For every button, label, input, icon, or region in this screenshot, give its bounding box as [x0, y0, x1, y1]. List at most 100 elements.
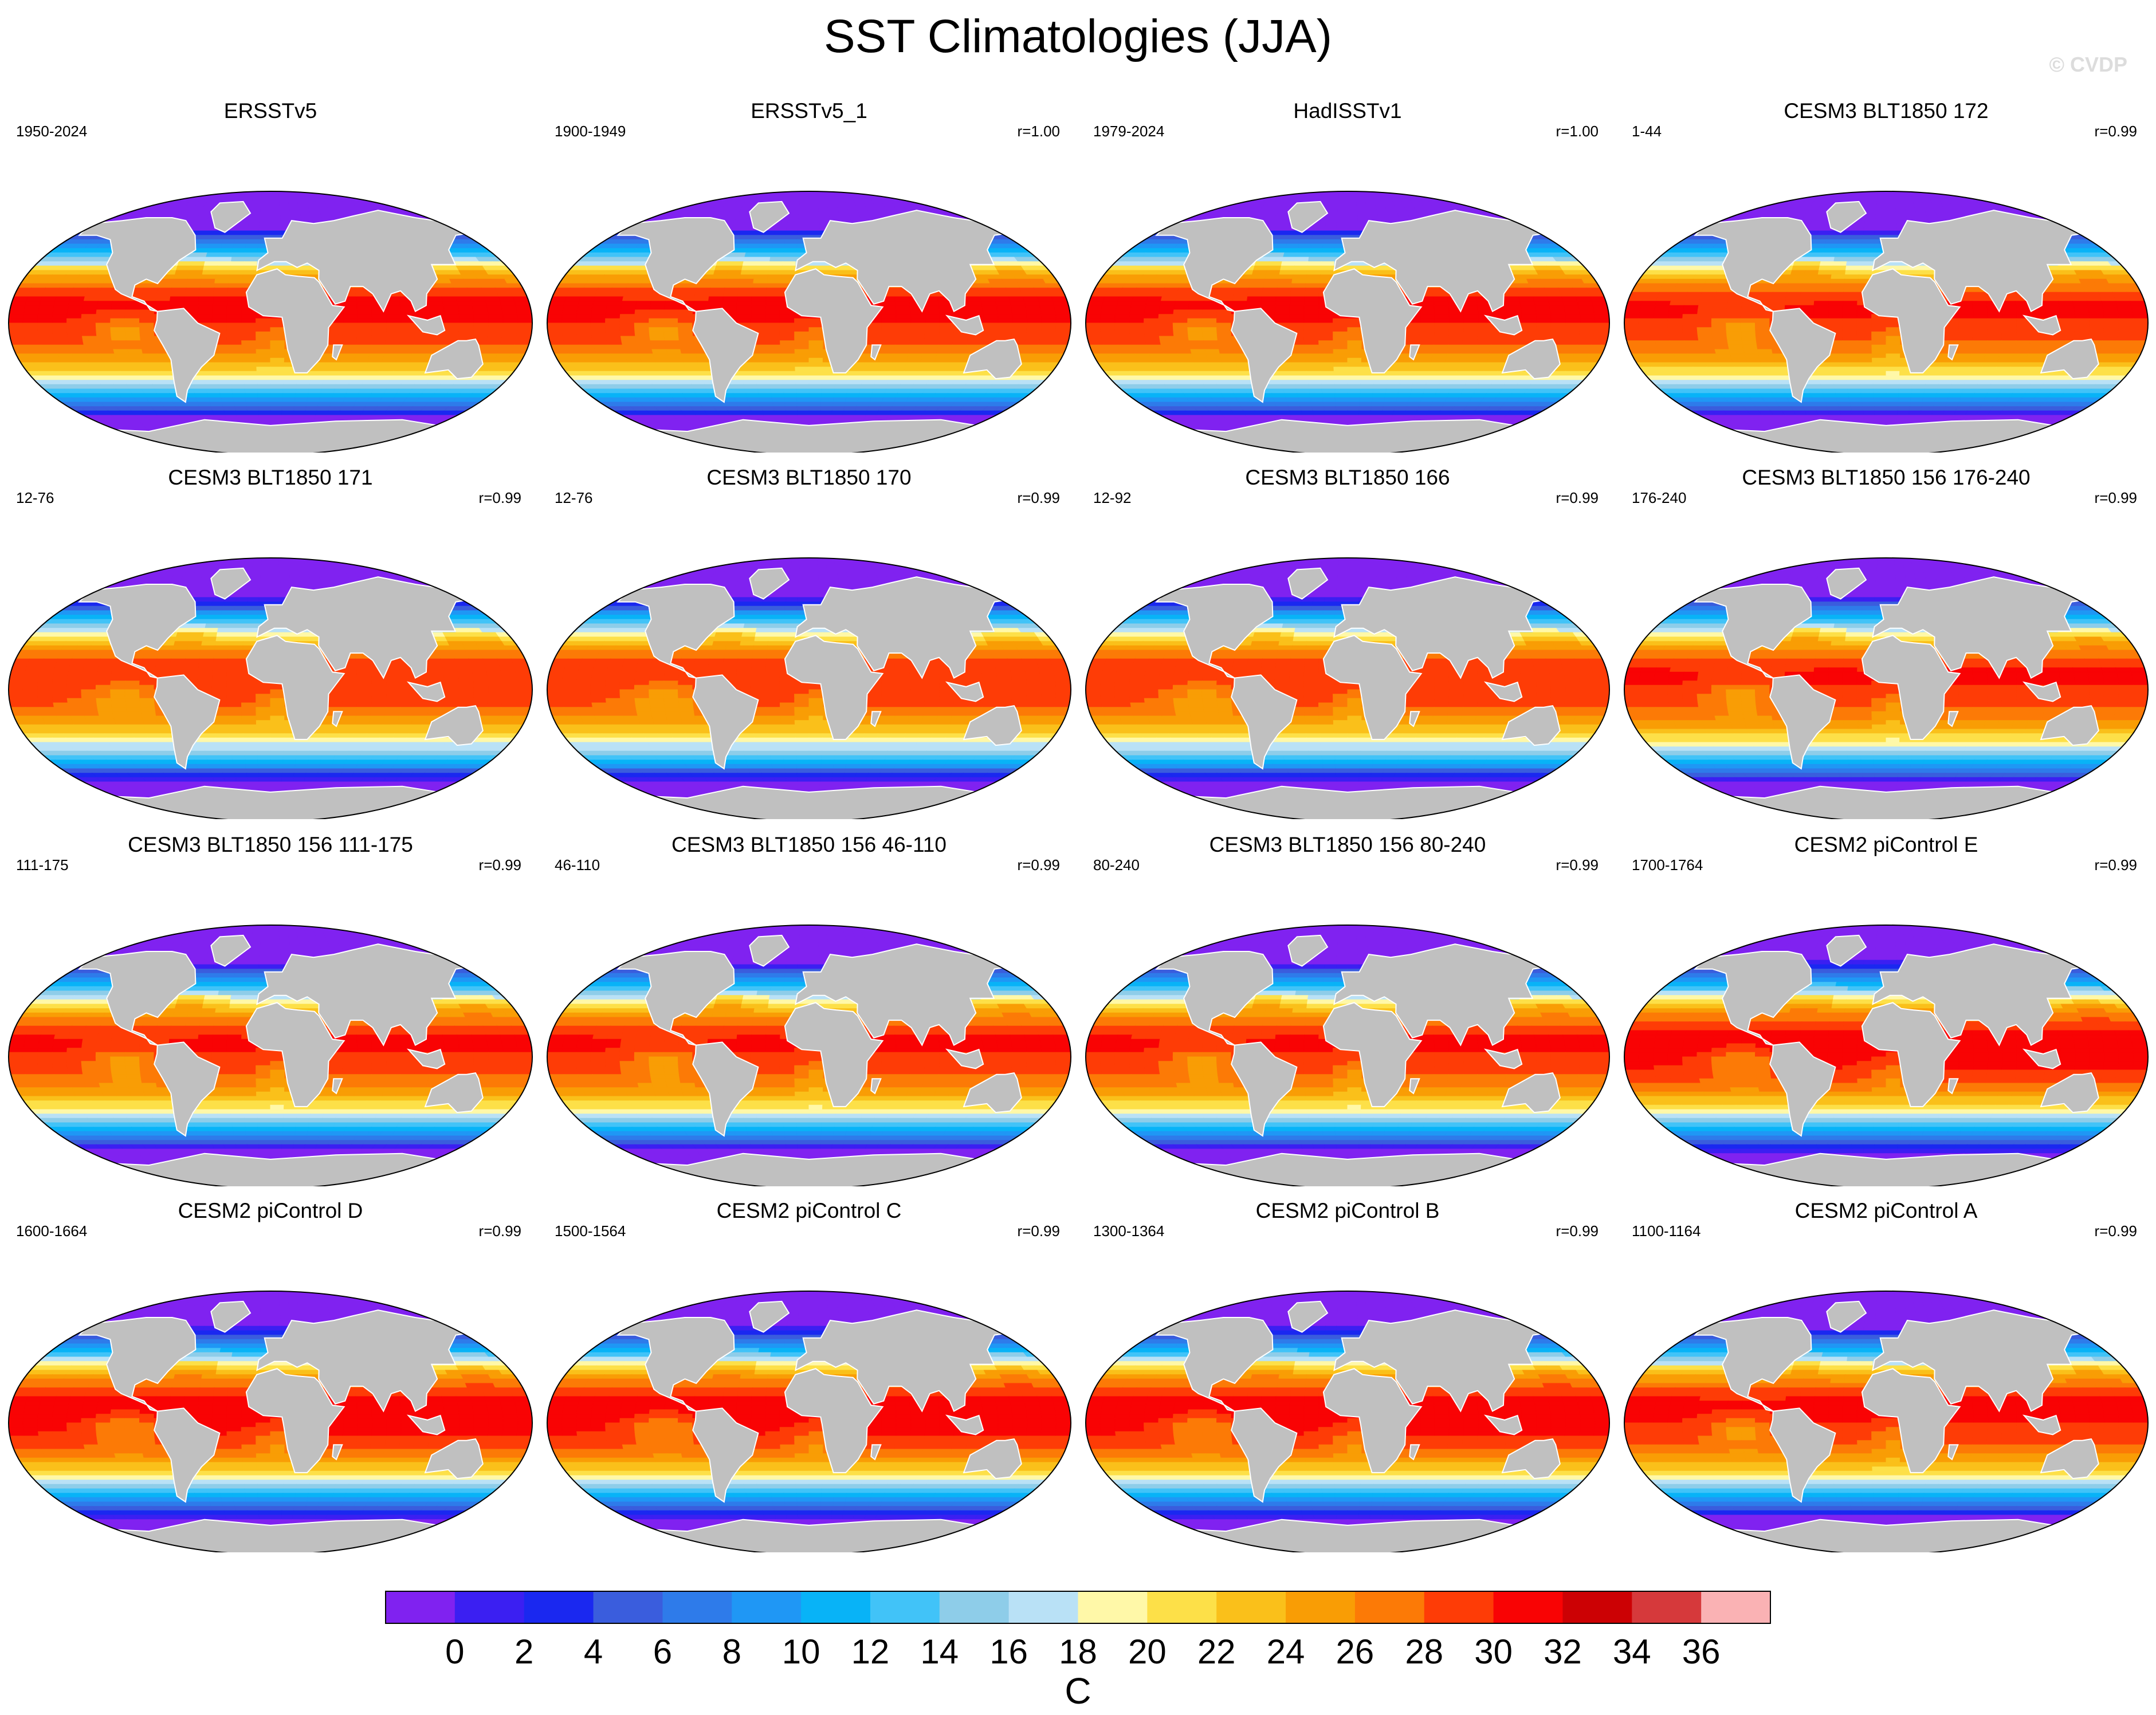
- sst-cell: [620, 265, 637, 271]
- sst-cell: [488, 318, 504, 324]
- sst-cell: [922, 191, 938, 196]
- sst-cell: [234, 406, 248, 411]
- sst-cell: [785, 406, 798, 411]
- sst-cell: [623, 349, 639, 355]
- sst-cell: [590, 314, 606, 319]
- sst-cell: [694, 393, 710, 398]
- sst-cell: [368, 353, 384, 359]
- sst-cell: [385, 336, 401, 341]
- sst-cell: [627, 278, 644, 284]
- sst-cell: [443, 336, 460, 341]
- sst-cell: [650, 344, 667, 350]
- sst-cell: [241, 344, 257, 350]
- sst-cell: [241, 349, 257, 355]
- sst-cell: [626, 283, 642, 289]
- sst-cell: [430, 213, 447, 218]
- sst-cell: [144, 362, 161, 368]
- sst-cell: [783, 248, 797, 253]
- sst-cell: [779, 322, 795, 328]
- sst-cell: [731, 388, 747, 394]
- sst-cell: [27, 349, 44, 355]
- sst-cell: [158, 191, 174, 196]
- sst-cell: [653, 353, 669, 359]
- sst-cell: [864, 357, 880, 363]
- sst-cell: [914, 191, 930, 196]
- sst-cell: [756, 257, 771, 262]
- sst-cell: [680, 388, 696, 394]
- sst-cell: [270, 419, 282, 424]
- sst-cell: [299, 209, 311, 214]
- sst-cell: [938, 436, 955, 442]
- sst-cell: [386, 322, 402, 328]
- sst-cell: [386, 318, 402, 324]
- land-mass: [245, 268, 345, 373]
- sst-cell: [71, 353, 88, 359]
- sst-cell: [270, 371, 285, 376]
- sst-cell: [459, 322, 474, 328]
- sst-cell: [688, 450, 704, 453]
- sst-cell: [1281, 261, 1296, 266]
- sst-cell: [501, 309, 518, 315]
- sst-cell: [750, 314, 766, 319]
- sst-cell: [198, 406, 213, 411]
- sst-cell: [910, 314, 926, 319]
- sst-cell: [356, 340, 372, 345]
- sst-cell: [653, 436, 670, 442]
- sst-cell: [785, 235, 798, 240]
- sst-cell: [143, 283, 160, 289]
- sst-cell: [867, 402, 882, 407]
- sst-cell: [547, 322, 563, 328]
- sst-cell: [108, 195, 126, 200]
- sst-cell: [110, 327, 126, 332]
- sst-cell: [91, 274, 108, 280]
- sst-cell: [664, 340, 681, 345]
- sst-cell: [752, 283, 768, 289]
- sst-cell: [605, 314, 621, 319]
- sst-cell: [1357, 213, 1369, 218]
- sst-cell: [369, 393, 385, 398]
- sst-cell: [1268, 226, 1282, 231]
- sst-cell: [656, 195, 673, 200]
- sst-cell: [232, 393, 246, 398]
- sst-cell: [866, 340, 882, 345]
- sst-cell: [591, 336, 608, 341]
- sst-cell: [395, 441, 411, 447]
- sst-cell: [780, 353, 796, 359]
- sst-cell: [983, 270, 1000, 276]
- sst-cell: [632, 428, 650, 434]
- sst-cell: [109, 432, 127, 438]
- sst-cell: [371, 388, 387, 394]
- sst-cell: [370, 344, 386, 350]
- sst-cell: [938, 331, 955, 337]
- sst-cell: [10, 301, 27, 306]
- sst-cell: [490, 278, 508, 284]
- sst-cell: [354, 353, 370, 359]
- sst-cell: [888, 375, 904, 381]
- sst-cell: [736, 301, 752, 306]
- sst-cell: [977, 288, 994, 293]
- sst-cell: [372, 322, 387, 328]
- panel-title: ERSSTv5: [6, 99, 535, 124]
- sst-cell: [1436, 191, 1451, 196]
- sst-cell: [721, 305, 737, 310]
- sst-cell: [605, 327, 621, 332]
- sst-cell: [1158, 265, 1176, 271]
- sst-cell: [458, 331, 474, 337]
- sst-cell: [794, 322, 810, 328]
- sst-cell: [380, 195, 396, 200]
- sst-cell: [270, 336, 285, 341]
- sst-cell: [968, 428, 986, 434]
- sst-cell: [733, 248, 748, 253]
- sst-cell: [939, 380, 956, 385]
- sst-cell: [910, 318, 926, 324]
- sst-cell: [613, 278, 630, 284]
- sst-cell: [218, 384, 233, 390]
- sst-cell: [1244, 191, 1259, 196]
- sst-cell: [81, 327, 97, 332]
- sst-cell: [620, 309, 636, 315]
- sst-cell: [724, 283, 740, 289]
- sst-cell: [756, 384, 771, 390]
- sst-cell: [608, 349, 626, 355]
- sst-cell: [965, 296, 982, 302]
- sst-cell: [213, 288, 229, 293]
